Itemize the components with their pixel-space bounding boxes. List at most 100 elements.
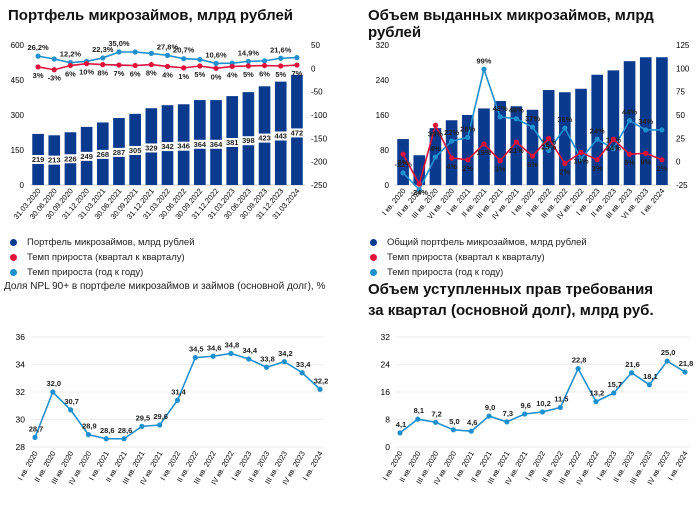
data-point (157, 422, 163, 428)
data-label: 25,0 (661, 348, 676, 357)
legend-label: Темп прироста (квартал к кварталу) (387, 252, 545, 263)
data-point (486, 413, 492, 419)
data-label: 33,4 (296, 360, 311, 369)
data-label: 22,8 (572, 356, 587, 365)
data-point (593, 399, 599, 405)
data-label: 9,6 (520, 401, 530, 410)
point-yoy (659, 127, 665, 133)
bar-label: 249 (80, 152, 93, 161)
point-yoy (497, 114, 503, 120)
legend-item: Темп прироста (квартал к кварталу) (10, 250, 195, 265)
point-qoq (449, 155, 455, 161)
y2-tick-label: 0 (311, 64, 316, 73)
bar-label: 342 (161, 142, 174, 151)
point-label-qoq: 8% (146, 69, 157, 78)
y-tick-label: 32 (16, 387, 26, 397)
data-label: 29,5 (136, 413, 151, 422)
data-point (611, 390, 617, 396)
point-yoy (562, 125, 568, 131)
data-label: 34,6 (207, 343, 222, 352)
bar (607, 70, 620, 185)
data-label: 13,2 (590, 389, 605, 398)
point-yoy (400, 170, 406, 176)
y-tick-label: 150 (11, 146, 25, 155)
point-yoy (100, 55, 106, 61)
y2-tick-label: 125 (676, 41, 690, 50)
bar-label: 268 (97, 150, 110, 159)
data-point (664, 358, 670, 364)
bar-label: 305 (129, 146, 142, 155)
bar (461, 115, 474, 185)
data-label: 21,6 (625, 360, 640, 369)
point-label-yoy: 22% (444, 128, 459, 137)
data-label: 4,6 (467, 418, 477, 427)
point-qoq (643, 150, 649, 156)
y-tick-label: 160 (376, 111, 390, 120)
point-label-qoq: 3% (592, 164, 603, 173)
data-point (575, 366, 581, 372)
point-yoy (594, 136, 600, 142)
bar-label: 472 (291, 128, 304, 137)
data-point (228, 350, 234, 357)
y-tick-label: 0 (20, 181, 25, 190)
point-label-qoq: -3% (48, 74, 62, 83)
point-label-yoy: 21,6% (270, 45, 292, 54)
data-point (317, 386, 323, 392)
data-point (397, 430, 403, 436)
point-label-yoy: 4% (430, 144, 441, 153)
data-point (263, 364, 270, 370)
legend-marker (370, 269, 377, 276)
point-label-yoy: 48% (493, 104, 508, 113)
point-label-qoq: 6% (527, 160, 538, 169)
bar-label-bg (208, 139, 225, 149)
point-label-qoq: 4% (162, 70, 173, 79)
point-qoq (546, 135, 552, 141)
point-qoq (100, 62, 106, 68)
point-yoy (626, 118, 633, 124)
y-tick-label: 32 (381, 332, 391, 342)
legend-label: Общий портфель микрозаймов, млрд рублей (387, 237, 587, 248)
point-label-yoy: 26,2% (27, 43, 49, 52)
bar-label: 346 (177, 142, 190, 151)
bar (445, 120, 458, 185)
point-qoq (400, 151, 406, 157)
point-label-qoq: 19% (476, 148, 491, 157)
data-label: 30,7 (64, 397, 79, 406)
bar (575, 88, 587, 185)
y-tick-label: 600 (11, 41, 25, 50)
bar-label: 398 (242, 136, 255, 145)
point-label-qoq: 3% (33, 71, 44, 80)
y2-tick-label: -200 (311, 158, 328, 167)
point-yoy (294, 55, 300, 61)
bar (656, 57, 668, 185)
legend-marker (10, 254, 17, 261)
legend-label: Темп прироста (год к году) (387, 267, 504, 278)
point-label-yoy: 24% (590, 126, 605, 135)
point-label-qoq: 9% (640, 157, 651, 166)
point-label-qoq: 10% (574, 156, 589, 165)
data-point (210, 353, 216, 359)
y-tick-label: 16 (381, 387, 391, 397)
point-label-qoq: 7% (114, 69, 125, 78)
data-point (85, 432, 92, 438)
y2-tick-label: 25 (676, 134, 685, 143)
y-tick-label: 34 (16, 360, 26, 370)
point-qoq (659, 157, 665, 163)
point-yoy (148, 50, 154, 56)
y2-tick-label: 50 (311, 41, 320, 50)
y2-tick-label: -150 (311, 134, 328, 143)
y-tick-label: 300 (11, 111, 25, 120)
chart2-title: Объем выданных микрозаймов, млрд рублей (368, 7, 654, 41)
data-label: 32,2 (314, 376, 329, 385)
point-label-yoy: 10,6% (205, 50, 227, 59)
data-point (450, 427, 457, 433)
point-yoy (213, 60, 219, 66)
bar (494, 101, 506, 185)
bar (510, 106, 523, 185)
data-label: 18,1 (643, 372, 658, 381)
y2-tick-label: 0 (676, 158, 681, 167)
chart4-title-line1: Объем уступленных прав требования (368, 281, 654, 298)
chart1-title: Портфель микрозаймов, млрд рублей (8, 7, 294, 24)
legend-label: Темп прироста (год к году) (27, 267, 144, 278)
data-point (415, 416, 421, 422)
